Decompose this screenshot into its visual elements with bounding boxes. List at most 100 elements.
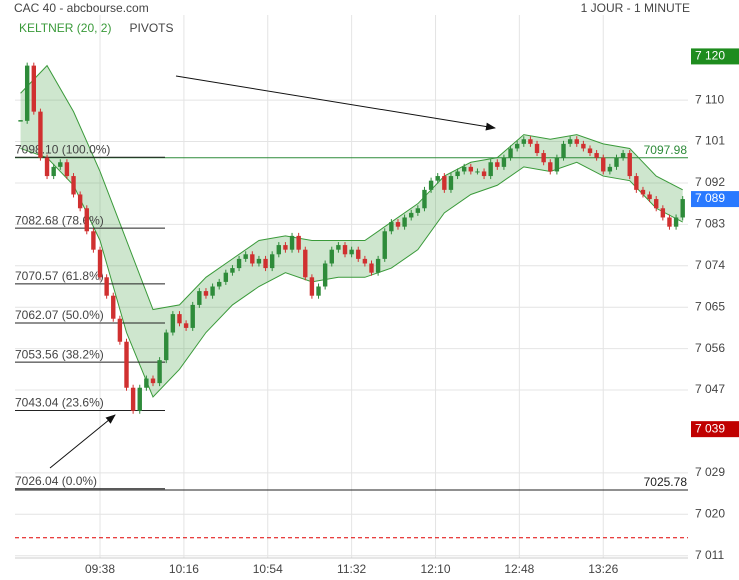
candle [329,249,334,264]
price-tag [691,191,739,208]
candle [322,263,328,287]
y-tick-label: 7 110 [695,92,724,106]
candle [680,199,685,218]
candle [422,189,427,209]
candle [435,176,440,181]
legend-entry: PIVOTS [129,21,173,35]
candle [130,387,136,411]
keltner-upper [20,64,683,311]
candle [58,162,63,167]
candle [183,323,189,328]
candle [554,157,560,172]
candle [170,314,176,333]
candle [448,176,454,190]
candle [190,304,195,328]
fib-label: 7026.04 (0.0%) [15,474,97,488]
candle [38,111,43,158]
candle [409,212,414,218]
candle [269,254,275,269]
candle [620,153,626,158]
candle [654,199,659,209]
candle [521,139,526,144]
candle [614,157,619,167]
candle [276,245,281,255]
candle [548,162,553,172]
candle [51,166,56,177]
candle [369,263,374,273]
candle [455,171,460,177]
keltner-lower [20,147,683,398]
candle [461,166,467,172]
fib-label: 7053.56 (38.2%) [15,347,104,361]
candle [316,286,321,296]
candle [587,148,593,154]
candle [124,341,129,388]
candle [217,281,222,287]
candle [362,258,368,264]
candle [375,258,381,273]
candle [514,143,520,149]
candle [223,272,229,282]
candle [230,268,235,273]
chart-subtitle: 1 JOUR - 1 MINUTE [581,1,690,15]
candle [581,143,586,149]
x-tick-label: 09:38 [85,562,115,576]
level-label: 7097.98 [644,143,688,157]
price-tag-label: 7 120 [695,49,725,63]
y-tick-label: 7 092 [695,175,725,189]
candle [627,153,632,177]
candle [660,208,666,218]
candle [144,378,149,388]
candle [24,65,30,121]
candle [402,217,407,227]
x-tick-label: 13:26 [588,562,618,576]
x-tick-label: 11:32 [337,562,366,576]
chart-title: CAC 40 - abcbourse.com [14,1,149,15]
candle [481,171,487,177]
candle [382,231,387,259]
price-tag-label: 7 089 [695,191,725,205]
candle [44,157,50,177]
candle [574,139,579,144]
candle [263,258,268,269]
candle [150,378,156,384]
candle [534,143,540,154]
candle [91,231,96,250]
candle [303,249,308,278]
candle [442,176,447,190]
candle [164,332,169,361]
arrow [49,414,116,469]
candle [541,153,546,163]
candle [157,360,162,384]
y-tick-label: 7 056 [695,341,725,355]
candle [667,217,672,227]
candle [296,235,301,250]
candle [488,162,493,177]
candle [528,139,533,144]
y-tick-label: 7 083 [695,217,725,231]
candle [197,291,202,305]
y-tick-label: 7 011 [695,548,724,562]
candle [468,166,474,172]
candle [97,249,103,278]
candle [177,314,182,324]
candle [349,249,354,255]
legend-entry: KELTNER (20, 2) [19,21,111,35]
candle [71,176,76,195]
price-tag [691,48,739,65]
candle [342,245,348,255]
candle [356,249,361,259]
candle [607,166,613,172]
candle [428,180,434,190]
candle [111,295,116,319]
y-tick-label: 7 047 [695,382,725,396]
candle [501,157,507,167]
candle [117,318,123,342]
candle [415,208,421,213]
x-tick-label: 10:16 [169,562,199,576]
level-label: 7025.78 [644,475,688,489]
x-tick-label: 10:54 [253,562,283,576]
candle [210,286,215,296]
y-tick-label: 7 029 [695,465,725,479]
candle [203,291,209,296]
